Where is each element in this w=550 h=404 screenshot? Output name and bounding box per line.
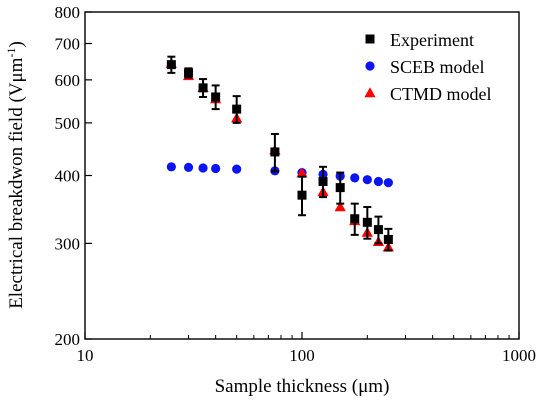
sceb-point [166,162,176,172]
experiment-point [184,68,194,78]
x-tick-label: 100 [289,346,315,365]
experiment-point [297,190,307,200]
ctmd-point [364,87,376,98]
y-tick-label: 200 [55,330,81,349]
experiment-point [362,217,372,227]
legend-label: SCEB model [390,57,485,77]
legend-label: CTMD model [390,84,492,104]
experiment-point [232,104,242,114]
series-circle [166,162,393,188]
sceb-point [383,178,393,188]
legend-item: CTMD model [364,84,492,104]
experiment-point [318,176,328,186]
experiment-point [365,34,375,44]
sceb-point [211,163,221,174]
y-tick-label: 700 [55,34,81,53]
legend-item: Experiment [365,30,474,50]
experiment-point [211,92,221,102]
legend-label: Experiment [390,30,474,50]
y-axis-label: Electrical breakdwon field (Vμm-1) [4,41,27,309]
sceb-point [350,173,360,183]
y-axis-label-superscript: -1 [4,48,18,58]
legend: Experiment SCEB model CTMD model [364,30,492,104]
experiment-point [166,60,176,70]
data-marks [165,55,394,252]
y-axis-label-text: Electrical breakdwon field (V [6,82,27,309]
y-axis-label-unit: μm [6,57,27,82]
ctmd-point [334,201,346,212]
y-tick-label: 800 [55,3,81,22]
series-square [166,55,393,252]
experiment-point [350,214,360,224]
sceb-point [198,163,208,173]
axis-ticks [84,11,520,340]
experiment-point [383,234,393,244]
x-tick-label: 1000 [502,346,536,365]
y-tick-label: 600 [55,71,81,90]
legend-item: SCEB model [365,57,485,77]
experiment-point [373,225,383,235]
sceb-point [183,162,194,172]
x-tick-label: 10 [77,346,94,365]
sceb-point [373,176,384,187]
experiment-point [335,183,345,193]
x-axis-label: Sample thickness (μm) [215,376,390,397]
sceb-point [362,175,372,185]
experiment-point [270,147,280,157]
ctmd-point [296,167,308,178]
y-tick-label: 300 [55,234,81,253]
y-tick-label: 500 [55,114,81,133]
experiment-point [198,83,208,93]
y-axis-label-close: ) [6,41,27,47]
sceb-point [365,61,375,71]
sceb-point [232,164,242,174]
axis-tick-labels: 10 100 1000 200 300 400 500 600 700 800 [55,3,537,365]
y-tick-label: 400 [55,167,81,186]
